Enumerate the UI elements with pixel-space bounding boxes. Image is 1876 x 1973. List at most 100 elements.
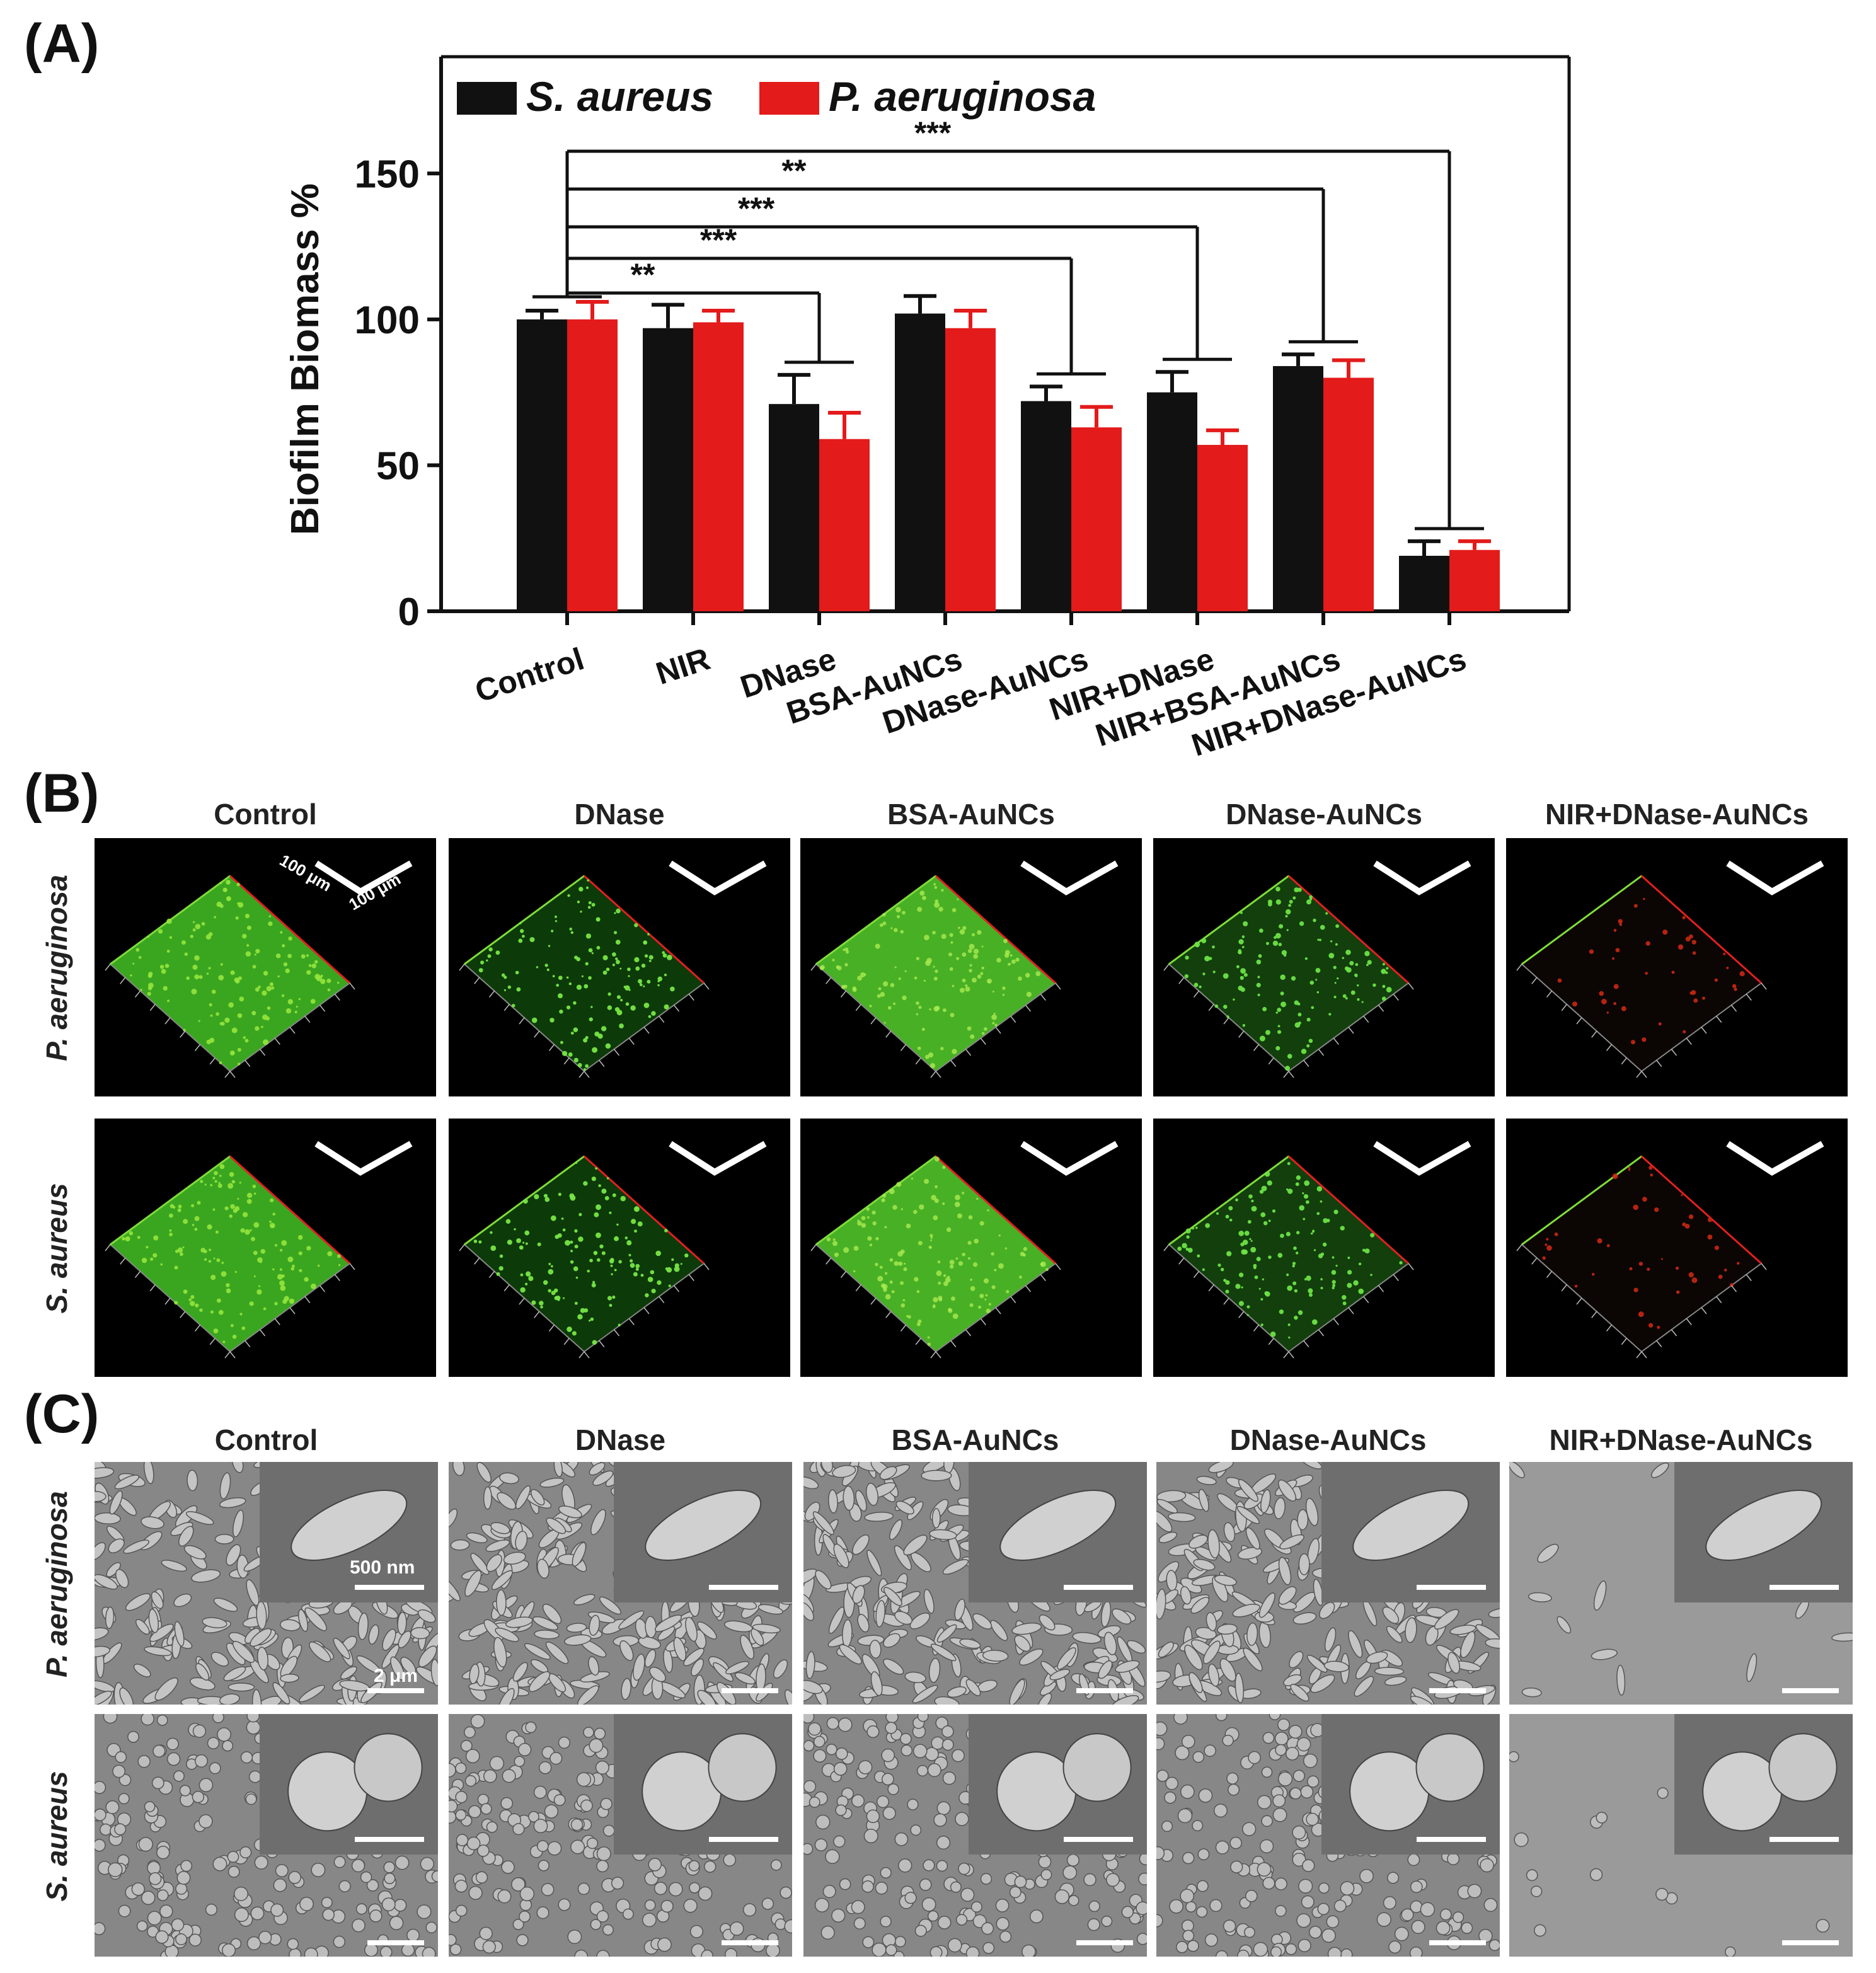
bacterium xyxy=(1176,1941,1188,1953)
axis-tick xyxy=(1546,1271,1553,1278)
fluorescence-spot xyxy=(1718,1274,1723,1279)
fluorescence-spot xyxy=(1657,1325,1660,1329)
x-tick-label: Control xyxy=(471,641,588,709)
sem-inset xyxy=(1674,1714,1853,1855)
fluorescence-spot xyxy=(645,1293,649,1297)
bacterium xyxy=(1488,1608,1500,1618)
fluorescence-spot xyxy=(181,940,186,945)
fluorescence-spot xyxy=(634,1229,637,1233)
fluorescence-spot xyxy=(567,894,570,897)
fluorescence-spot xyxy=(927,1336,930,1339)
bacterium xyxy=(486,1821,498,1833)
fluorescence-spot xyxy=(929,1008,931,1011)
fluorescence-spot xyxy=(988,1303,991,1306)
bacterium xyxy=(254,1855,268,1870)
bacterium xyxy=(567,1930,582,1945)
axis-tick xyxy=(209,1057,216,1065)
axis-tick xyxy=(149,1004,156,1011)
fluorescence-spot xyxy=(1301,1049,1307,1054)
fluorescence-spot xyxy=(994,1268,997,1272)
axis-tick xyxy=(1208,1004,1214,1011)
fluorescence-spot xyxy=(237,1062,241,1066)
bacterium xyxy=(191,1569,221,1583)
fluorescence-spot xyxy=(588,976,592,980)
fluorescence-spot xyxy=(1613,984,1619,989)
bacterium xyxy=(541,1883,555,1896)
bacterium xyxy=(525,1722,537,1734)
fluorescence-spot xyxy=(602,955,608,960)
bacterium xyxy=(633,1654,645,1681)
bacterium xyxy=(1300,1785,1314,1798)
scale-bar xyxy=(1020,1141,1119,1176)
fluorescence-spot xyxy=(150,1257,154,1261)
fluorescence-spot xyxy=(285,1008,292,1014)
bacterium xyxy=(297,1609,308,1632)
fluorescence-spot xyxy=(987,978,992,984)
bacterium xyxy=(390,1656,405,1681)
fluorescence-spot xyxy=(1279,1309,1284,1314)
bacterium xyxy=(883,1587,902,1606)
fluorescence-spot xyxy=(1328,953,1335,958)
bacterium xyxy=(803,1476,819,1490)
fluorescence-spot xyxy=(575,1276,578,1279)
axis-tick xyxy=(1283,1071,1289,1078)
fluorescence-spot xyxy=(969,963,972,967)
bacterium xyxy=(1166,1570,1178,1592)
fluorescence-spot xyxy=(946,1227,952,1233)
fluorescence-spot xyxy=(1241,1286,1243,1289)
fluorescence-spot xyxy=(1350,990,1355,995)
axis-tick xyxy=(319,1285,326,1292)
bacterium xyxy=(304,1607,327,1631)
bacterium xyxy=(449,1934,457,1946)
bacterium xyxy=(770,1859,782,1871)
bacterium xyxy=(192,1790,205,1803)
fluorescence-spot xyxy=(902,911,906,915)
fluorescence-spot xyxy=(1217,1263,1221,1267)
fluorescence-spot xyxy=(1557,978,1562,983)
fluorescence-spot xyxy=(1621,1006,1626,1011)
fluorescence-spot xyxy=(1654,1207,1659,1212)
scale-bar-inset xyxy=(1417,1837,1486,1843)
fluorescence-spot xyxy=(548,1263,551,1265)
bacterium xyxy=(881,1748,895,1763)
bacterium xyxy=(1278,1556,1292,1585)
fluorescence-spot xyxy=(1642,1037,1647,1042)
bacterium xyxy=(590,1919,602,1930)
fluorescence-spot xyxy=(565,1240,571,1246)
fluorescence-spot xyxy=(249,1301,254,1306)
bacterium xyxy=(233,1886,248,1901)
fluorescence-spot xyxy=(1277,1030,1282,1034)
fluorescence-spot xyxy=(590,1006,593,1008)
bacterium xyxy=(1029,1909,1044,1924)
fluorescence-spot xyxy=(1330,940,1333,943)
bacterium xyxy=(1589,1868,1603,1882)
fluorescence-spot xyxy=(991,1252,994,1256)
fluorescence-spot xyxy=(934,1156,940,1162)
bacterium xyxy=(368,1624,379,1645)
fluorescence-spot xyxy=(1381,996,1386,1001)
fluorescence-spot xyxy=(1691,1277,1698,1283)
bar xyxy=(1273,365,1323,611)
axis-tick xyxy=(965,1049,972,1056)
fluorescence-spot xyxy=(950,1013,955,1018)
legend-label: S. aureus xyxy=(526,73,713,120)
fluorescence-spot xyxy=(558,1192,561,1196)
axis-tick xyxy=(563,1338,570,1345)
fluorescence-spot xyxy=(227,897,231,901)
fluorescence-spot xyxy=(194,974,200,980)
bacterium xyxy=(1237,1546,1263,1560)
bacterium xyxy=(1208,1462,1234,1473)
bacterium xyxy=(449,1810,457,1824)
bacterium xyxy=(108,1538,125,1554)
fluorescence-spot xyxy=(216,901,222,907)
sem-image xyxy=(449,1714,792,1957)
axis-tick xyxy=(703,1263,710,1270)
bacterium xyxy=(144,1801,156,1812)
fluorescence-spot xyxy=(221,1262,224,1264)
axis-tick xyxy=(855,1004,861,1011)
fluorescence-spot xyxy=(1229,1218,1233,1222)
axis-tick xyxy=(1040,994,1046,1001)
fluorescence-spot xyxy=(1335,1265,1338,1267)
bacterium xyxy=(594,1727,606,1740)
fluorescence-spot xyxy=(1296,1231,1300,1234)
